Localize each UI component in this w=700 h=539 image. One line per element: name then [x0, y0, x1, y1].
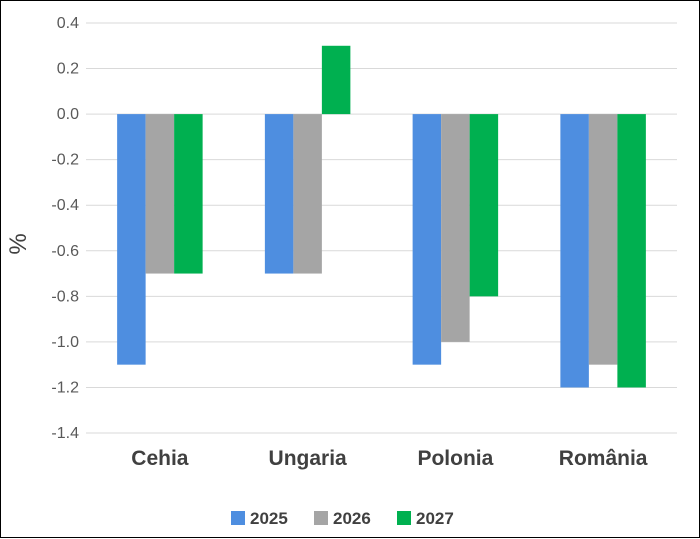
bar-2025-cehia: [117, 114, 146, 365]
bar-2025-românia: [560, 114, 589, 388]
bar-2026-ungaria: [293, 114, 322, 274]
y-tick-label: -0.2: [51, 152, 79, 169]
bars: [117, 45, 646, 388]
x-category-label: Ungaria: [269, 447, 348, 470]
bar-2026-cehia: [145, 114, 175, 274]
bar-2027-ungaria: [321, 45, 351, 115]
y-tick-label: -0.6: [51, 243, 79, 260]
bar-2027-românia: [617, 114, 646, 388]
legend-label-2027: 2027: [416, 509, 454, 528]
x-axis-categories: Cehia Ungaria Polonia România: [131, 447, 648, 470]
y-tick-label: -1.4: [51, 425, 79, 442]
bar-2025-ungaria: [264, 114, 294, 274]
y-tick-label: -1.2: [51, 379, 79, 396]
legend-label-2025: 2025: [250, 509, 288, 528]
y-tick-label: -0.4: [51, 197, 79, 214]
y-tick-label: -1.0: [51, 334, 79, 351]
bar-2025-polonia: [412, 114, 442, 365]
legend-swatch-2026: [314, 511, 328, 525]
legend-label-2026: 2026: [333, 509, 371, 528]
x-category-label: Cehia: [131, 447, 189, 470]
y-tick-label: 0.2: [57, 61, 79, 78]
x-category-label: România: [559, 447, 648, 470]
y-tick-label: -0.8: [51, 288, 79, 305]
bar-2026-românia: [588, 114, 618, 365]
bar-2026-polonia: [441, 114, 470, 342]
legend-swatch-2027: [397, 511, 411, 525]
y-axis-ticks: 0.4 0.2 0.0 -0.2 -0.4 -0.6 -0.8 -1.0 -1.2 -1.4: [51, 15, 79, 442]
y-tick-label: 0.4: [57, 15, 79, 32]
y-tick-label: 0.0: [57, 106, 79, 123]
x-category-label: Polonia: [417, 447, 493, 470]
bar-2027-polonia: [469, 114, 499, 297]
legend: 2025 2026 2027: [231, 509, 454, 528]
bar-2027-cehia: [174, 114, 203, 274]
y-axis-label: %: [5, 233, 32, 254]
legend-swatch-2025: [231, 511, 245, 525]
